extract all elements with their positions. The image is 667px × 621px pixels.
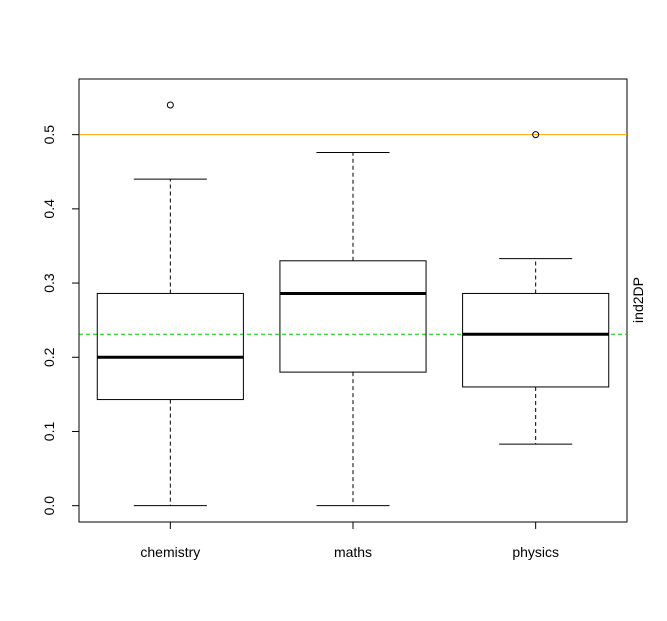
box-chemistry <box>96 292 244 401</box>
box-physics <box>462 292 610 388</box>
y-tick-label: 0.2 <box>41 347 57 367</box>
outlier-physics-1 <box>532 131 540 139</box>
outlier-chemistry-1 <box>166 101 174 109</box>
x-tick-label-chemistry: chemistry <box>140 544 200 560</box>
y-tick-label: 0.4 <box>41 199 57 219</box>
y-tick-label: 0.0 <box>41 496 57 516</box>
plot-frame <box>78 78 628 523</box>
x-tick-label-physics: physics <box>512 544 559 560</box>
box-maths <box>279 260 427 373</box>
y-tick-label: 0.1 <box>41 422 57 442</box>
right-axis-label: ind2DP <box>630 277 646 323</box>
y-tick-label: 0.3 <box>41 273 57 293</box>
y-tick-label: 0.5 <box>41 125 57 145</box>
x-tick-label-maths: maths <box>334 544 372 560</box>
